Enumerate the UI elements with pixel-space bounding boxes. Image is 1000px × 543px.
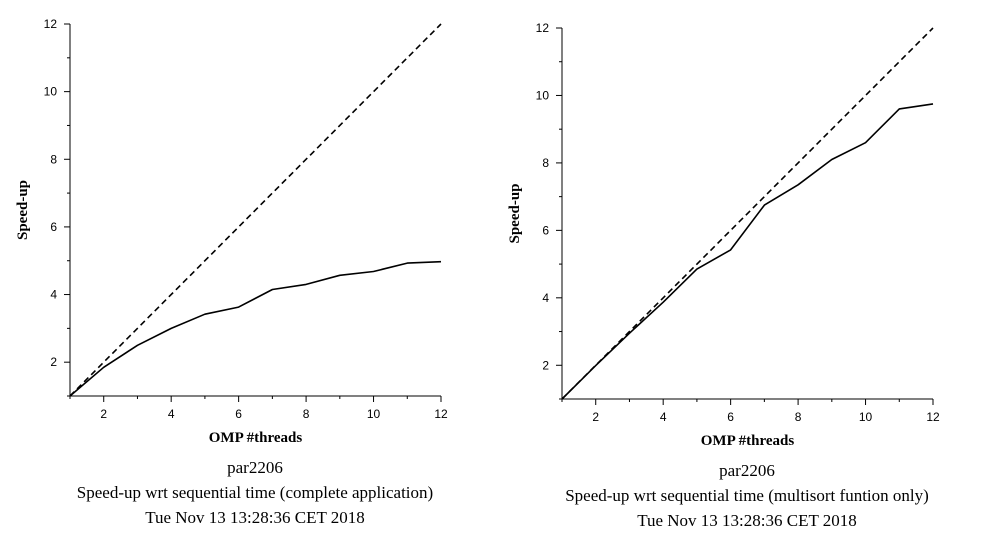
x-tick-label: 10 [367, 407, 381, 421]
x-tick-label: 8 [303, 407, 310, 421]
y-tick-label: 2 [50, 355, 57, 369]
measured-speedup-line [561, 103, 934, 400]
y-tick-label: 12 [536, 21, 550, 35]
caption-line-2: Speed-up wrt sequential time (multisort … [565, 486, 929, 505]
x-tick-label: 6 [235, 407, 242, 421]
x-tick-label: 12 [926, 410, 940, 424]
x-axis-label: OMP #threads [701, 433, 795, 449]
chart-2: 2 4 6 8 10 12 2 4 6 8 10 12 OMP #threads Speed-up par2… [507, 21, 940, 530]
y-tick-label: 6 [542, 223, 549, 237]
y-tick-label: 8 [542, 156, 549, 170]
x-tick-label: 8 [795, 410, 802, 424]
x-axis-label: OMP #threads [209, 430, 303, 446]
x-tick-label: 6 [727, 410, 734, 424]
measured-speedup-line [69, 260, 442, 397]
x-tick-label: 2 [592, 410, 599, 424]
y-tick-label: 10 [44, 85, 58, 99]
y-tick-label: 8 [50, 152, 57, 166]
ideal-speedup-line [561, 27, 934, 400]
x-tick-label: 12 [434, 407, 448, 421]
y-tick-label: 2 [542, 358, 549, 372]
caption-line-3: Tue Nov 13 13:28:36 CET 2018 [637, 511, 857, 530]
x-tick-label: 4 [660, 410, 667, 424]
caption-line-3: Tue Nov 13 13:28:36 CET 2018 [145, 508, 365, 527]
y-axis-label: Speed-up [15, 180, 31, 240]
x-tick-label: 2 [100, 407, 107, 421]
x-tick-label: 4 [168, 407, 175, 421]
ideal-speedup-line [69, 23, 442, 397]
y-tick-label: 10 [536, 88, 550, 102]
y-tick-label: 6 [50, 220, 57, 234]
y-tick-label: 4 [50, 288, 57, 302]
x-tick-label: 10 [859, 410, 873, 424]
chart-1: 2 4 6 8 10 12 2 4 6 8 10 12 OMP #threads Speed-up par2… [15, 17, 448, 527]
caption-line-1: par2206 [719, 461, 775, 480]
caption-line-2: Speed-up wrt sequential time (complete a… [77, 483, 433, 502]
y-tick-label: 12 [44, 17, 58, 31]
caption-line-1: par2206 [227, 458, 283, 477]
y-axis-label: Speed-up [507, 183, 523, 243]
y-tick-label: 4 [542, 291, 549, 305]
